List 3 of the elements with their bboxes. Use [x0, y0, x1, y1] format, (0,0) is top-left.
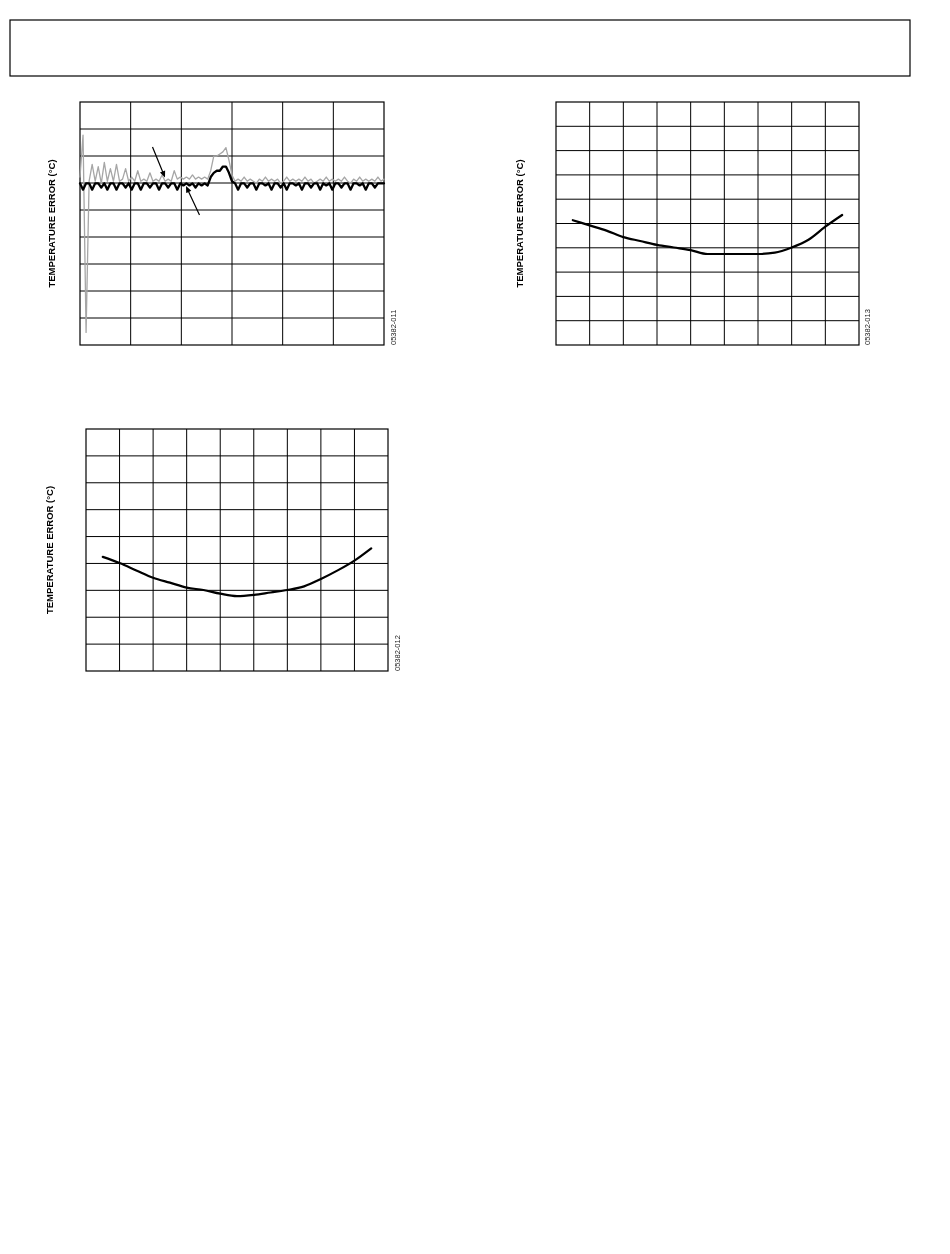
y-axis-title: TEMPERATURE ERROR (°C): [514, 159, 525, 288]
y-axis-title: TEMPERATURE ERROR (°C): [46, 159, 57, 288]
y-axis-title: TEMPERATURE ERROR (°C): [44, 485, 55, 615]
